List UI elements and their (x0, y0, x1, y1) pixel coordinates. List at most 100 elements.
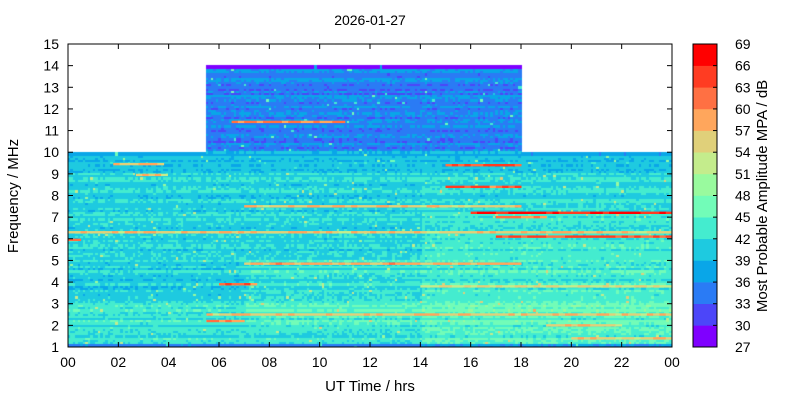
feature-mark (288, 205, 295, 208)
feature-mark (558, 231, 566, 234)
y-tick-label: 2 (51, 317, 59, 333)
feature-mark (135, 173, 143, 177)
feature-mark (407, 262, 415, 265)
feature-mark (74, 238, 82, 242)
feature-mark (590, 324, 597, 327)
feature-mark (370, 231, 377, 234)
feature-mark (138, 162, 146, 166)
feature-mark (244, 262, 251, 265)
feature-mark (407, 205, 415, 208)
feature-mark (627, 337, 635, 340)
feature-mark (533, 231, 541, 234)
feature-mark (640, 337, 648, 340)
feature-mark (382, 262, 390, 265)
feature-mark (357, 231, 365, 234)
feature-mark (86, 231, 94, 234)
feature-mark (445, 231, 453, 234)
feature-mark (489, 185, 497, 189)
colorbar-tick-label: 57 (735, 123, 751, 139)
feature-mark (665, 235, 673, 238)
colorbar-swatch (693, 87, 717, 110)
feature-mark (319, 231, 327, 234)
feature-mark (237, 231, 245, 234)
feature-mark (74, 231, 82, 234)
feature-mark (161, 173, 168, 177)
feature-mark (162, 231, 170, 234)
y-tick-label: 14 (43, 58, 59, 74)
colorbar-tick-label: 66 (735, 58, 751, 74)
feature-mark (269, 205, 277, 208)
colorbar-swatch (693, 260, 717, 283)
feature-mark (583, 337, 591, 340)
colorbar-tick-label: 42 (735, 231, 751, 247)
feature-mark (521, 235, 528, 238)
feature-mark (646, 337, 654, 340)
feature-mark (307, 205, 314, 208)
feature-mark (313, 231, 321, 234)
feature-mark (502, 285, 509, 288)
feature-mark (363, 313, 371, 316)
feature-mark (558, 285, 566, 288)
feature-mark (502, 262, 509, 265)
colorbar-label: Most Probable Amplitude MPA / dB (754, 80, 771, 312)
feature-mark (483, 205, 491, 208)
feature-mark (237, 283, 245, 286)
feature-mark (231, 313, 239, 316)
feature-mark (338, 262, 346, 265)
feature-mark (231, 283, 239, 286)
feature-mark (646, 313, 654, 316)
feature-mark (432, 205, 440, 208)
feature-mark (319, 205, 327, 208)
feature-mark (621, 231, 629, 234)
colorbar-swatch (693, 108, 717, 131)
feature-mark (615, 231, 623, 234)
feature-mark (432, 285, 440, 288)
colorbar-swatch (693, 238, 717, 261)
feature-mark (445, 285, 453, 288)
y-tick-label: 7 (51, 209, 59, 225)
feature-mark (502, 185, 509, 189)
feature-mark (281, 205, 289, 208)
feature-mark (426, 285, 434, 288)
feature-mark (615, 324, 623, 327)
feature-mark (596, 211, 604, 215)
feature-mark (470, 205, 478, 208)
feature-mark (206, 313, 214, 316)
feature-mark (546, 324, 553, 327)
feature-mark (521, 215, 528, 219)
feature-mark (319, 313, 327, 316)
feature-mark (577, 231, 585, 234)
feature-mark (124, 231, 132, 234)
feature-mark (514, 215, 522, 219)
feature-mark (445, 205, 453, 208)
feature-mark (193, 231, 201, 234)
feature-mark (508, 185, 516, 189)
feature-mark (445, 185, 453, 189)
feature-mark (332, 262, 340, 265)
feature-mark (596, 337, 604, 340)
feature-mark (376, 313, 384, 316)
feature-mark (269, 231, 277, 234)
feature-mark (263, 262, 270, 265)
feature-mark (565, 324, 572, 327)
feature-mark (142, 173, 150, 177)
feature-mark (621, 313, 629, 316)
feature-mark (414, 205, 421, 208)
feature-mark (521, 313, 528, 316)
feature-mark (552, 324, 560, 327)
feature-mark (489, 231, 497, 234)
feature-mark (357, 205, 365, 208)
feature-mark (388, 262, 396, 265)
feature-mark (439, 262, 446, 265)
feature-mark (558, 324, 566, 327)
feature-mark (244, 283, 251, 286)
feature-mark (294, 262, 302, 265)
colorbar-swatch (693, 303, 717, 326)
feature-mark (99, 231, 107, 234)
feature-mark (627, 235, 635, 238)
feature-mark (181, 231, 189, 234)
feature-mark (527, 215, 535, 219)
colorbar-tick-label: 69 (735, 36, 751, 52)
feature-mark (319, 120, 327, 124)
